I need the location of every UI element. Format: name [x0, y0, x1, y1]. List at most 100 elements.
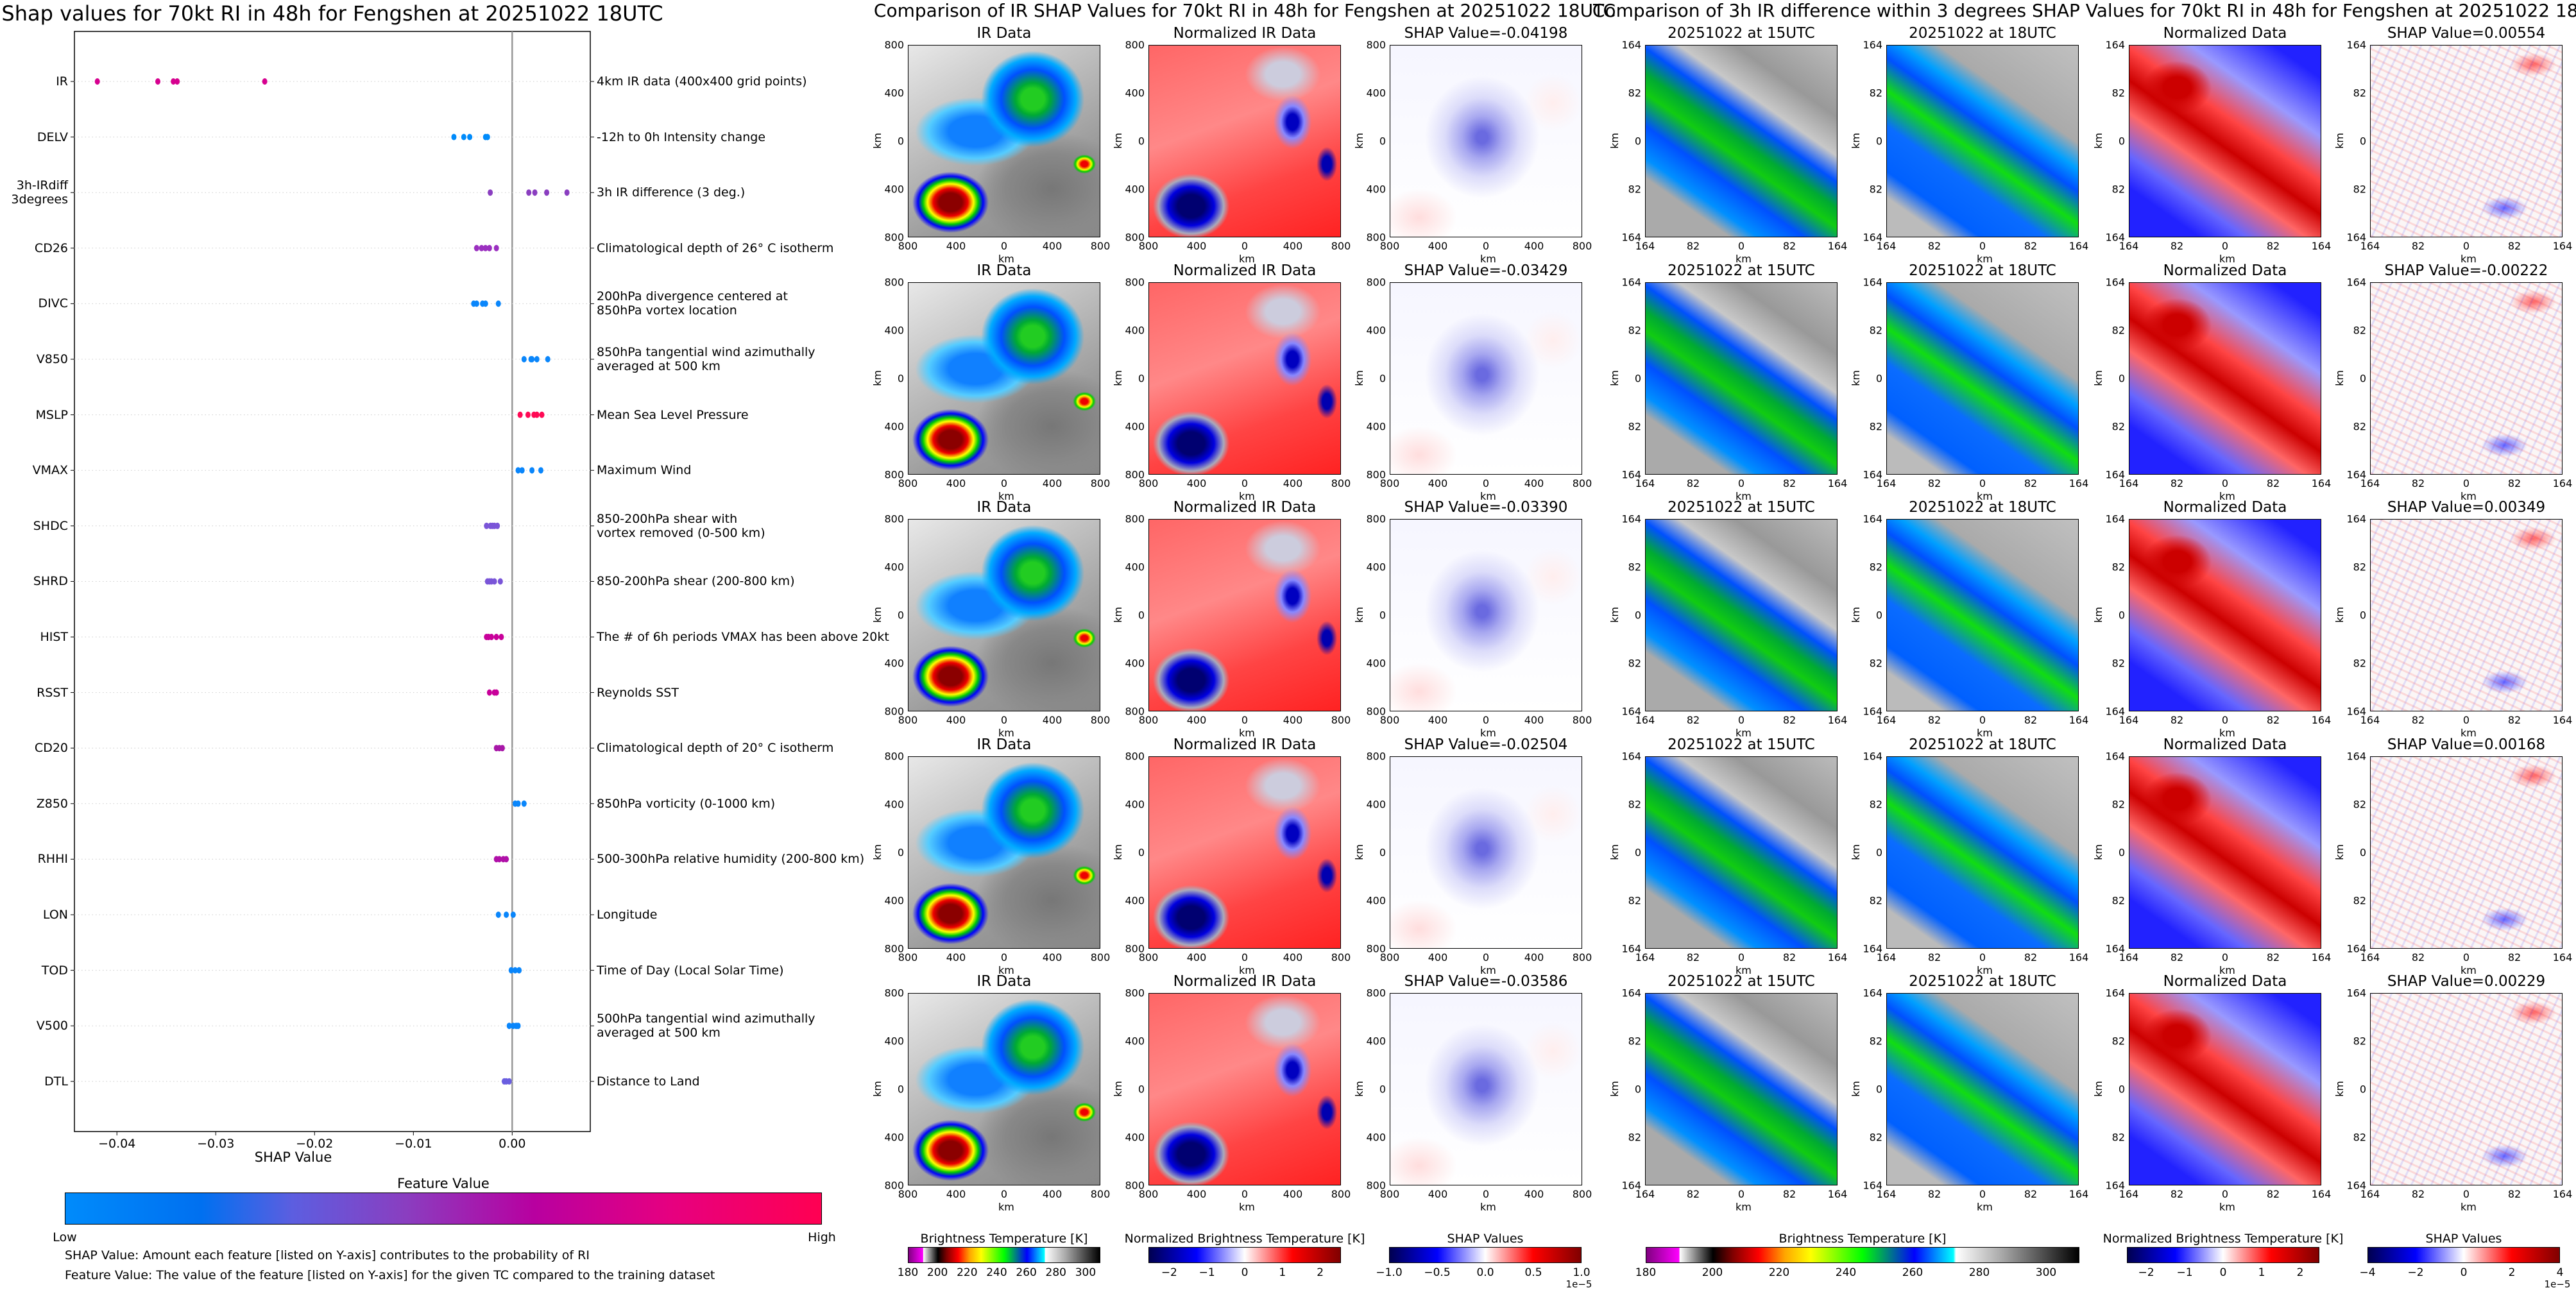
y-tick-label: 0 [1138, 846, 1145, 858]
x-tick-label: 164 [1827, 951, 1848, 963]
y-tick-label: 800 [1125, 1179, 1145, 1192]
y-axis-label: km [1352, 1081, 1365, 1097]
y-tick-label: 82 [2111, 561, 2125, 573]
normalized-diff-panel [2129, 756, 2321, 949]
y-tick-label: 0 [897, 135, 904, 148]
x-tick-label: 82 [1782, 951, 1796, 963]
y-axis-label: km [2092, 1081, 2104, 1097]
x-tick-label: 400 [1524, 240, 1544, 252]
y-axis-label: km [1849, 607, 1862, 623]
y-tick-label: 800 [884, 987, 904, 999]
colorbar-tick-label: 1.0 [1573, 1266, 1591, 1279]
colorbar-tick-label: −1 [1198, 1266, 1215, 1279]
y-tick-label: 164 [2105, 705, 2125, 718]
y-tick-label: 164 [2105, 468, 2125, 480]
x-tick-label: 400 [1042, 240, 1062, 252]
x-tick-label: 0 [2221, 714, 2229, 726]
y-tick-label: 82 [2111, 324, 2125, 336]
y-tick-label: 800 [1366, 1179, 1386, 1192]
ir-15utc-panel [1645, 756, 1838, 949]
x-tick-label: 0.00 [499, 1137, 526, 1151]
y-tick-label: 82 [1628, 657, 1641, 670]
panel-title: SHAP Value=0.00168 [2387, 736, 2546, 753]
y-tick-label: 82 [1869, 561, 1882, 573]
x-tick-label: 82 [2024, 714, 2038, 726]
colorbar-label: SHAP Values [2425, 1232, 2502, 1246]
colorbar-tick-label: 2 [2296, 1266, 2304, 1279]
x-tick-label: 164 [1635, 1188, 1655, 1200]
y-tick-label: 800 [1366, 231, 1386, 244]
panel-title: Normalized IR Data [1173, 25, 1317, 42]
shap-point-lon [510, 912, 516, 918]
y-tick-label: 0 [897, 846, 904, 858]
x-tick-label: 82 [1927, 714, 1941, 726]
y-tick-label: 800 [1366, 468, 1386, 480]
x-tick-label: 400 [946, 714, 966, 726]
y-tick-label: 164 [1863, 38, 1882, 51]
feature-description-label: 4km IR data (400x400 grid points) [597, 74, 807, 89]
x-tick-label: 800 [1331, 1188, 1351, 1200]
x-tick-label: 400 [946, 1188, 966, 1200]
ir-shap-panel [1390, 282, 1582, 475]
x-tick-label: 800 [1331, 951, 1351, 963]
y-tick-label: 82 [2111, 894, 2125, 906]
y-tick-label: 800 [1125, 987, 1145, 999]
x-axis-label: km [2461, 1201, 2477, 1213]
shap-point-tod [512, 967, 518, 974]
shap-point-ir [155, 78, 160, 85]
y-tick-label: 164 [1863, 276, 1882, 288]
x-tick-label: 400 [946, 240, 966, 252]
x-tick-label: 82 [2266, 951, 2280, 963]
y-tick-label: 82 [1869, 1131, 1882, 1144]
shap-point-cd26 [479, 244, 484, 251]
x-tick-label: 400 [1283, 714, 1303, 726]
feature-code-label: CD20 [34, 741, 68, 756]
y-tick-label: 82 [1869, 183, 1882, 196]
y-tick-label: 400 [1125, 1131, 1145, 1144]
x-tick-label: 400 [1283, 477, 1303, 489]
x-tick-label: 164 [2360, 240, 2380, 252]
y-axis-label: km [1352, 369, 1365, 386]
x-tick-label: 0 [1737, 951, 1745, 963]
panel-title: SHAP Value=-0.03429 [1404, 262, 1568, 279]
y-tick-label: 82 [1628, 183, 1641, 196]
panel-title: IR Data [977, 262, 1032, 279]
y-axis-label: km [1849, 133, 1862, 149]
colorbar-tick-label: 220 [1768, 1266, 1790, 1279]
colorbar-tick-label: 4 [2556, 1266, 2564, 1279]
x-tick-label: 0 [1979, 240, 1986, 252]
y-axis-label: km [1608, 1081, 1621, 1097]
y-axis-label: km [1111, 1081, 1124, 1097]
x-tick-label: −0.01 [395, 1137, 432, 1151]
x-axis-label: km [1480, 1201, 1496, 1213]
panel-title: SHAP Value=-0.03390 [1404, 499, 1568, 516]
x-tick-label: 0 [1482, 477, 1490, 489]
colorbar-tick-label: −1 [2176, 1266, 2193, 1279]
x-tick-label: 800 [1572, 714, 1592, 726]
y-tick-label: 800 [884, 276, 904, 288]
shap-point-lon [495, 912, 501, 918]
x-tick-label: 82 [2266, 714, 2280, 726]
x-axis-label: km [1977, 1201, 1993, 1213]
y-tick-label: 800 [884, 513, 904, 525]
y-tick-label: 164 [2346, 276, 2366, 288]
x-axis-label: km [2219, 1201, 2235, 1213]
x-tick-label: 164 [1635, 714, 1655, 726]
colorbar-label: Normalized Brightness Temperature [K] [1124, 1232, 1365, 1246]
colorbar [1646, 1247, 2079, 1263]
y-tick-label: 800 [1125, 750, 1145, 762]
x-tick-label: 400 [1186, 477, 1207, 489]
shap-value-note: SHAP Value: Amount each feature [listed … [65, 1248, 590, 1262]
y-tick-label: 400 [1366, 798, 1386, 810]
y-tick-label: 164 [1863, 705, 1882, 718]
y-tick-label: 82 [1869, 324, 1882, 336]
x-tick-label: 800 [1379, 477, 1400, 489]
x-tick-label: 164 [2311, 951, 2332, 963]
x-tick-label: 800 [1138, 1188, 1159, 1200]
y-tick-label: 800 [884, 1179, 904, 1192]
x-tick-label: 82 [1782, 477, 1796, 489]
y-tick-label: 82 [2111, 1131, 2125, 1144]
y-tick-label: 82 [1869, 894, 1882, 906]
panel-title: Normalized IR Data [1173, 262, 1317, 279]
y-tick-label: 164 [2105, 750, 2125, 762]
